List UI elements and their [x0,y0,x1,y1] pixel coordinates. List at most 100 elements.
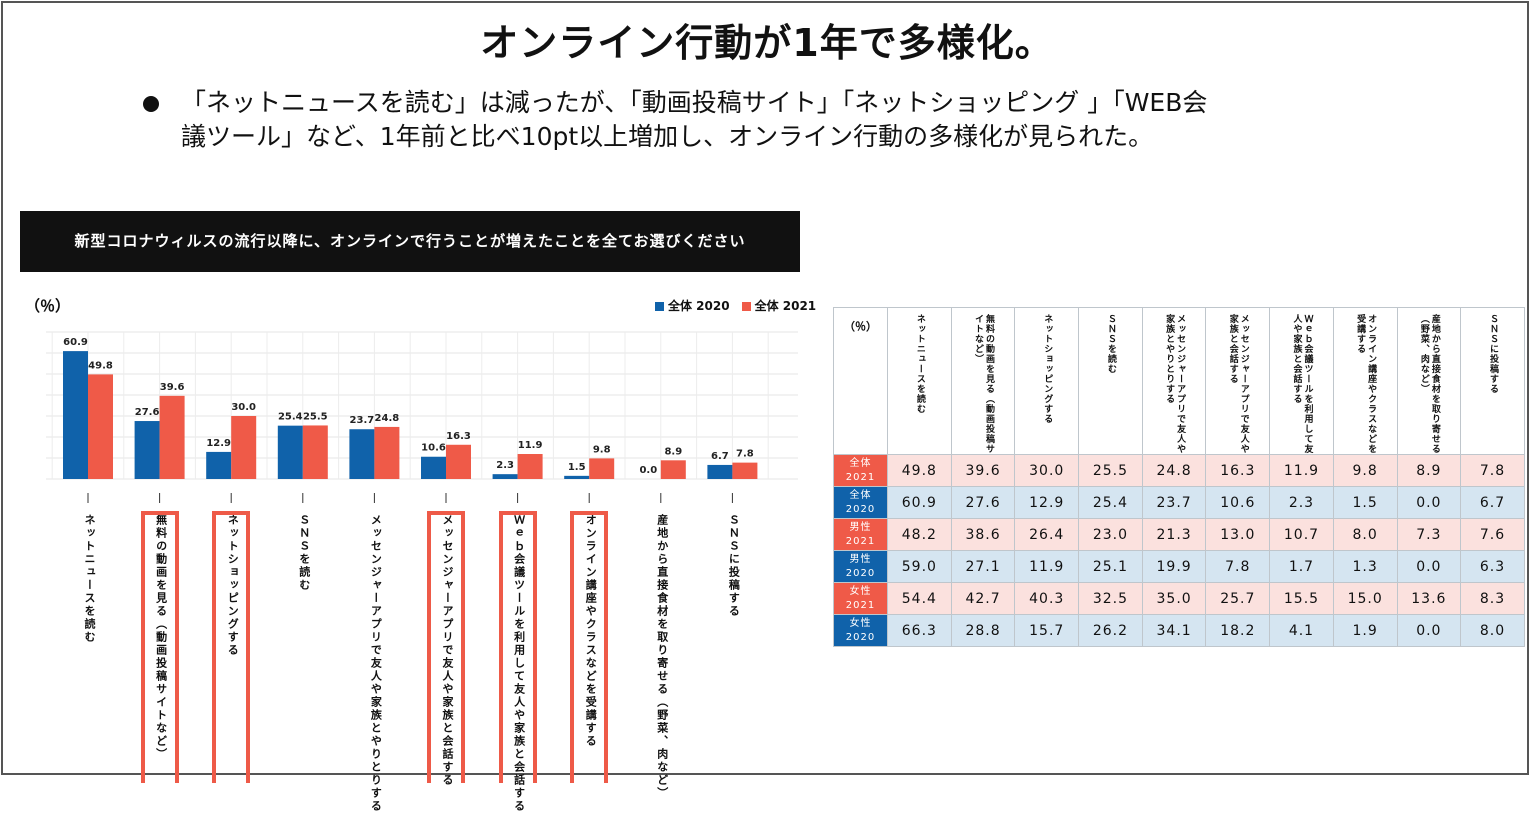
table-cell: 7.8 [1205,550,1271,583]
table-row-label: 女性 2020 [833,614,888,647]
value-label-2020: 23.7 [350,415,375,426]
table-row: 全体 2020 60.9 27.6 12.9 25.4 23.7 10.6 2.3 1.5 0.0 6… [833,486,1525,519]
table-cell: 60.9 [887,486,952,519]
x-tick-label: ＳＮＳに投稿する [727,514,741,618]
table-cell: 25.1 [1078,550,1143,583]
x-tick-label: オンライン講座やクラスなどを受講する [584,514,598,748]
value-label-2021: 7.8 [736,449,754,460]
table-cell: 0.0 [1396,486,1462,519]
table-row: 男性 2021 48.2 38.6 26.4 23.0 21.3 13.0 10.7 8.0 7.3… [833,518,1525,551]
table-cell: 23.0 [1078,518,1143,551]
value-label-2020: 10.6 [421,443,446,454]
table-column-header: ネットショッピングする [1014,307,1080,455]
table-row-label: 男性 2020 [833,550,888,583]
row-group: 女性 [849,617,872,629]
bar-chart: 60.9 49.8 27.6 39.6 12.9 30.0 25.4 25.5 23.7 24.8… [46,331,798,503]
table-cell: 13.0 [1205,518,1271,551]
table-cell: 25.7 [1205,582,1271,615]
table-cell: 30.0 [1014,454,1080,487]
table-cell: 7.8 [1460,454,1525,487]
table-cell: 38.6 [950,518,1016,551]
value-label-2021: 24.8 [375,413,400,424]
table-column-header: メッセンジャーアプリで友人や家族と会話する [1205,307,1271,455]
table-cell: 19.9 [1141,550,1207,583]
table-corner-unit: （％） [833,307,888,455]
table-cell: 25.4 [1078,486,1143,519]
table-column-header-label: Ｗｅｂ会議ツールを利用して友人や家族と会話する [1291,314,1313,454]
table-cell: 8.3 [1460,582,1525,615]
table-cell: 32.5 [1078,582,1143,615]
x-tick-label: メッセンジャーアプリで友人や家族と会話する [441,514,454,787]
legend-item-2020: 全体 2020 [655,297,730,314]
bullet-text-line1: 「ネットニュースを読む」は減ったが、「動画投稿サイト」「ネットショッピング 」「… [181,88,1208,117]
table-column-header-label: メッセンジャーアプリで友人や家族と会話する [1227,314,1249,454]
chart-unit-label: （％） [25,297,71,315]
table-cell: 7.3 [1396,518,1462,551]
table-cell: 9.8 [1332,454,1398,487]
table-column-header-label: 産地から直接食材を取り寄せる（野菜、肉など） [1418,314,1440,454]
table-column-header: 産地から直接食材を取り寄せる（野菜、肉など） [1396,307,1462,455]
table-row: 男性 2020 59.0 27.1 11.9 25.1 19.9 7.8 1.7 1.3 0.0 6.… [833,550,1525,583]
survey-question-banner: 新型コロナウィルスの流行以降に、オンラインで行うことが増えたことを全てお選びくだ… [20,211,800,272]
legend-item-2021: 全体 2021 [741,297,817,314]
table-cell: 1.7 [1269,550,1334,583]
chart-legend: 全体 2020 全体 2021 [655,297,816,314]
bar-2021 [732,462,758,479]
value-label-2021: 8.9 [664,446,682,457]
table-cell: 15.0 [1332,582,1398,615]
table-column-header: Ｗｅｂ会議ツールを利用して友人や家族と会話する [1269,307,1334,455]
table-cell: 42.7 [950,582,1016,615]
table-cell: 8.9 [1396,454,1462,487]
table-row-label: 男性 2021 [833,518,888,551]
table-column-header-label: ネットニュースを読む [914,314,925,414]
table-cell: 1.9 [1332,614,1398,647]
table-column-header: ＳＮＳに投稿する [1460,307,1525,455]
table-column-header: 無料の動画を見る（動画投稿サイトなど） [950,307,1016,455]
table-cell: 49.8 [887,454,952,487]
table-cell: 12.9 [1014,486,1080,519]
value-label-2020: 60.9 [63,337,88,348]
table-cell: 0.0 [1396,550,1462,583]
results-table: （％） ネットニュースを読む 無料の動画を見る（動画投稿サイトなど） ネットショッピン… [833,307,1525,647]
table-cell: 6.7 [1460,486,1525,519]
row-group: 全体 [849,457,872,469]
x-tick-label: 産地から直接食材を取り寄せる（野菜、肉など） [655,514,669,800]
table-cell: 8.0 [1460,614,1525,647]
table-row: 女性 2020 66.3 28.8 15.7 26.2 34.1 18.2 4.1 1.9 0.0 8… [833,614,1525,647]
table-cell: 24.8 [1141,454,1207,487]
legend-swatch-2020 [655,302,664,311]
table-cell: 54.4 [887,582,952,615]
bar-2021 [374,426,400,479]
value-label-2021: 49.8 [88,360,113,371]
table-cell: 27.6 [950,486,1016,519]
legend-label-2021: 全体 2021 [754,299,817,313]
table-cell: 7.6 [1460,518,1525,551]
table-cell: 26.2 [1078,614,1143,647]
table-cell: 1.5 [1332,486,1398,519]
row-year: 2021 [845,471,876,483]
row-group: 全体 [849,489,872,501]
table-cell: 4.1 [1269,614,1334,647]
x-tick-label: ＳＮＳを読む [297,514,311,592]
table-cell: 23.7 [1141,486,1207,519]
row-year: 2021 [845,599,876,611]
x-tick-label: 無料の動画を見る（動画投稿サイトなど） [154,514,168,761]
value-label-2021: 25.5 [303,411,328,422]
table-cell: 59.0 [887,550,952,583]
x-tick-label: メッセンジャーアプリで友人や家族とやりとりする [369,514,383,813]
value-label-2020: 25.4 [278,412,303,423]
table-cell: 10.7 [1269,518,1334,551]
table-cell: 13.6 [1396,582,1462,615]
value-label-2020: 27.6 [135,407,160,418]
table-cell: 1.3 [1332,550,1398,583]
x-tick-label: Ｗｅｂ会議ツールを利用して友人や家族と会話する [512,514,526,813]
value-label-2020: 6.7 [711,451,729,462]
value-label-2021: 39.6 [160,382,185,393]
table-cell: 16.3 [1205,454,1271,487]
table-cell: 26.4 [1014,518,1080,551]
bar-2021 [589,458,615,479]
value-label-2020: 1.5 [568,462,586,473]
table-column-header: オンライン講座やクラスなどを受講する [1332,307,1398,455]
highlight-box [212,511,251,783]
table-cell: 25.5 [1078,454,1143,487]
